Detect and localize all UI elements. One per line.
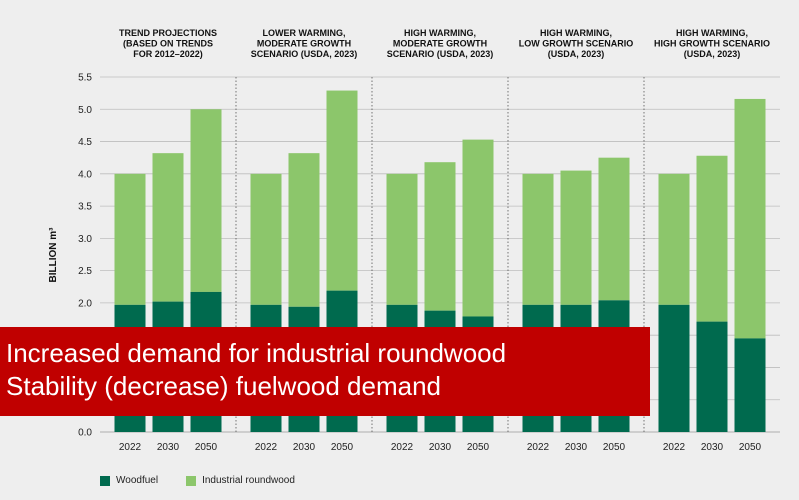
group-header-line: SCENARIO (USDA, 2023) xyxy=(387,49,494,59)
bar-woodfuel xyxy=(696,321,728,432)
legend-label-woodfuel: Woodfuel xyxy=(116,475,159,486)
bar-woodfuel xyxy=(734,338,766,432)
x-tick-label: 2050 xyxy=(331,442,354,453)
bar-industrial-roundwood xyxy=(288,153,320,307)
x-tick-label: 2022 xyxy=(255,442,278,453)
x-tick-label: 2030 xyxy=(701,442,724,453)
bar-industrial-roundwood xyxy=(152,153,184,302)
x-tick-label: 2050 xyxy=(195,442,218,453)
bar-industrial-roundwood xyxy=(114,173,146,305)
bar-industrial-roundwood xyxy=(560,170,592,305)
group-header-line: MODERATE GROWTH xyxy=(393,39,487,49)
y-tick-label: 0.0 xyxy=(78,428,92,439)
banner-line-1: Increased demand for industrial roundwoo… xyxy=(6,338,507,368)
x-tick-label: 2030 xyxy=(429,442,452,453)
bar-industrial-roundwood xyxy=(462,139,494,317)
y-tick-label: 3.0 xyxy=(78,234,92,245)
y-tick-label: 3.5 xyxy=(78,202,92,213)
bar-industrial-roundwood xyxy=(424,162,456,311)
y-axis-label: BILLION m³ xyxy=(48,227,59,283)
x-tick-label: 2022 xyxy=(119,442,142,453)
x-tick-label: 2030 xyxy=(293,442,316,453)
y-tick-label: 4.5 xyxy=(78,137,92,148)
group-header-line: HIGH WARMING, xyxy=(540,28,612,38)
bar-industrial-roundwood xyxy=(326,90,358,291)
y-tick-label: 2.5 xyxy=(78,266,92,277)
group-header-line: HIGH WARMING, xyxy=(676,28,748,38)
bar-industrial-roundwood xyxy=(190,109,222,292)
y-tick-label: 4.0 xyxy=(78,169,92,180)
legend-item-woodfuel: Woodfuel xyxy=(100,475,158,486)
group-header-line: MODERATE GROWTH xyxy=(257,39,351,49)
group-header-line: HIGH GROWTH SCENARIO xyxy=(654,39,770,49)
x-tick-label: 2030 xyxy=(565,442,588,453)
group-header-line: LOW GROWTH SCENARIO xyxy=(519,39,634,49)
y-tick-label: 5.0 xyxy=(78,105,92,116)
x-tick-label: 2050 xyxy=(739,442,762,453)
group-header-line: (USDA, 2023) xyxy=(684,49,741,59)
bar-industrial-roundwood xyxy=(250,173,282,305)
x-tick-label: 2022 xyxy=(391,442,414,453)
y-tick-label: 2.0 xyxy=(78,298,92,309)
banner-line-2: Stability (decrease) fuelwood demand xyxy=(6,371,442,401)
x-tick-label: 2022 xyxy=(663,442,686,453)
legend-swatch-woodfuel xyxy=(100,475,110,486)
legend-label-industrial: Industrial roundwood xyxy=(202,475,295,486)
bar-woodfuel xyxy=(658,304,690,432)
group-header-line: SCENARIO (USDA, 2023) xyxy=(251,49,358,59)
y-tick-label: 5.5 xyxy=(78,73,92,84)
bar-industrial-roundwood xyxy=(598,157,630,301)
group-header-line: HIGH WARMING, xyxy=(404,28,476,38)
group-header-line: TREND PROJECTIONS xyxy=(119,28,217,38)
group-header-line: LOWER WARMING, xyxy=(263,28,346,38)
x-tick-labels: 2022 2030 2050 2022 2030 2050 2022 2030 2050 2022… xyxy=(119,442,762,453)
annotation-banner: Increased demand for industrial roundwoo… xyxy=(0,327,650,416)
bar-industrial-roundwood xyxy=(696,155,728,322)
group-header-line: (BASED ON TRENDS xyxy=(123,39,213,49)
bar-industrial-roundwood xyxy=(734,98,766,339)
group-header-line: (USDA, 2023) xyxy=(548,49,605,59)
x-tick-label: 2022 xyxy=(527,442,550,453)
x-tick-label: 2030 xyxy=(157,442,180,453)
legend: Woodfuel Industrial roundwood xyxy=(100,475,295,486)
bar-industrial-roundwood xyxy=(522,173,554,305)
legend-swatch-industrial xyxy=(186,475,197,486)
bar-industrial-roundwood xyxy=(386,173,418,305)
x-tick-label: 2050 xyxy=(467,442,490,453)
bar-industrial-roundwood xyxy=(658,173,690,305)
legend-item-industrial: Industrial roundwood xyxy=(186,475,295,486)
group-header-line: FOR 2012–2022) xyxy=(133,49,203,59)
x-tick-label: 2050 xyxy=(603,442,626,453)
